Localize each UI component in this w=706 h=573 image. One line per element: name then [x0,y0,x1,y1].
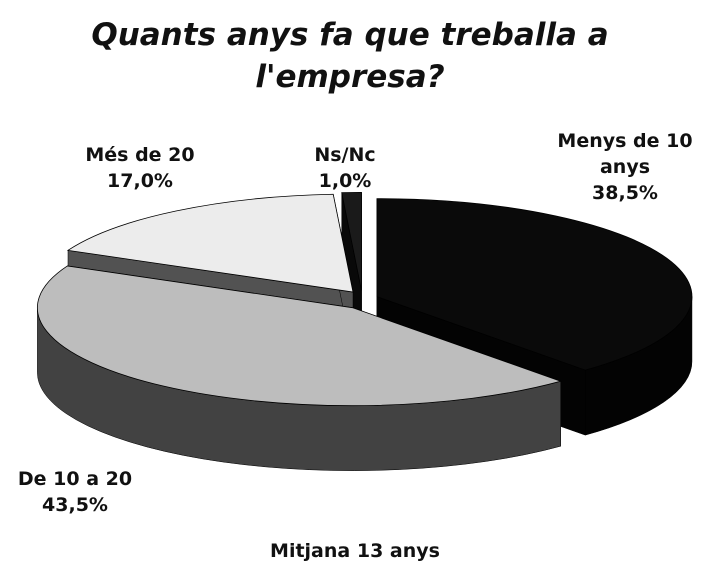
slice [376,198,693,371]
slice [341,192,362,291]
slice-label: De 10 a 20 43,5% [0,466,150,518]
value-label: 38,5% [592,182,658,204]
value-label: 43,5% [42,494,108,516]
slice-label: Menys de 10 anys 38,5% [535,128,706,206]
value-label: 17,0% [107,170,173,192]
value-label: 1,0% [318,170,372,192]
slice [66,193,354,293]
category-label: Més de 20 [85,144,195,166]
annotation: Mitjana 13 anys [270,540,440,562]
chart-title: Quants anys fa que treballa a l'empresa? [91,17,609,95]
slice-label: Més de 20 17,0% [70,142,210,194]
category-label: De 10 a 20 [17,468,133,490]
category-label: Ns/Nc [314,144,376,166]
slice-label: Ns/Nc 1,0% [290,142,400,194]
slice [37,265,563,407]
category-label: Menys de 10 anys [557,130,693,178]
